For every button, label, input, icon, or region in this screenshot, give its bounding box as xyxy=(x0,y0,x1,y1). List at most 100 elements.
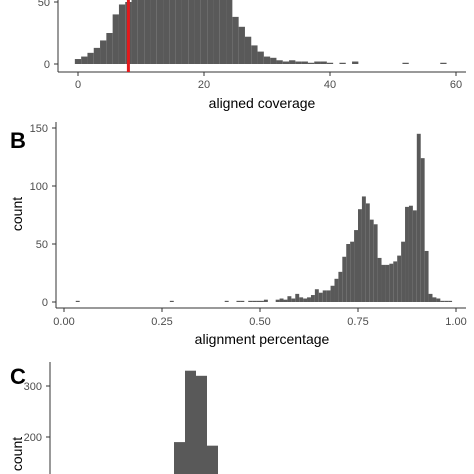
histogram-bar xyxy=(100,40,107,64)
panel-b-label: B xyxy=(10,128,26,153)
panel-c-y-axis-title: count xyxy=(9,437,25,471)
histogram-bar xyxy=(428,293,433,302)
histogram-bar xyxy=(207,445,218,474)
histogram-bar xyxy=(338,271,343,302)
histogram-bar xyxy=(381,264,386,302)
histogram-bar xyxy=(314,61,321,64)
histogram-bar xyxy=(389,263,394,302)
panel-b-y-ticks: 150 100 50 0 xyxy=(30,123,56,309)
x-tick-label: 40 xyxy=(324,79,336,91)
y-tick-label: 200 xyxy=(24,432,42,444)
histogram-bar xyxy=(303,298,308,302)
histogram-bar xyxy=(408,205,413,302)
y-tick-label: 50 xyxy=(36,239,48,251)
panel-b-y-axis-title: count xyxy=(9,197,25,231)
histogram-bar xyxy=(354,230,358,302)
y-tick-label: 300 xyxy=(24,381,42,393)
histogram-bar xyxy=(194,0,201,64)
histogram-bar xyxy=(346,244,351,302)
histogram-bar xyxy=(226,0,233,64)
x-tick-label: 1.00 xyxy=(445,316,466,328)
histogram-bar xyxy=(369,219,374,302)
histogram-bar xyxy=(196,375,207,474)
histogram-bar xyxy=(118,4,126,65)
histogram-bar xyxy=(270,57,277,64)
histogram-bar xyxy=(244,36,252,64)
histogram-bar xyxy=(175,0,182,64)
histogram-bar xyxy=(326,290,331,302)
histogram-bar xyxy=(224,300,229,302)
y-tick-label: 100 xyxy=(30,181,48,193)
histogram-bar xyxy=(81,56,88,64)
panel-b-x-ticks: 0.00 0.25 0.50 0.75 1.00 xyxy=(53,308,467,328)
panel-b-x-axis-title: alignment percentage xyxy=(195,331,330,347)
histogram-bar xyxy=(295,61,302,64)
histogram-bar xyxy=(74,59,82,64)
histogram-bar xyxy=(405,206,409,302)
histogram-bar xyxy=(358,209,362,302)
histogram-bar xyxy=(275,299,280,302)
x-tick-label: 0.50 xyxy=(249,316,270,328)
histogram-bar xyxy=(307,62,315,64)
histogram-bar xyxy=(283,299,288,302)
histogram-bar xyxy=(440,62,447,64)
histogram-bar xyxy=(263,56,271,64)
histogram-bar xyxy=(412,210,417,302)
histogram-bar xyxy=(287,296,292,302)
histogram-bar xyxy=(112,14,119,64)
histogram-bar xyxy=(200,0,208,64)
histogram-bar xyxy=(342,256,347,302)
panel-c-label: C xyxy=(10,364,26,389)
histogram-bar xyxy=(213,0,220,64)
x-tick-label: 0.00 xyxy=(53,316,74,328)
histogram-bar xyxy=(163,0,170,64)
histogram-bar xyxy=(320,61,327,64)
histogram-bar xyxy=(295,293,300,302)
histogram-bar xyxy=(361,196,366,302)
panel-a-bars xyxy=(74,0,447,65)
histogram-bar xyxy=(185,370,196,474)
y-tick-label: 50 xyxy=(38,0,50,9)
panel-c-histogram: C count 300 200 xyxy=(9,362,218,474)
histogram-bar xyxy=(236,300,241,302)
x-tick-label: 0 xyxy=(75,79,81,91)
histogram-bar xyxy=(440,300,445,302)
histogram-bar xyxy=(219,0,227,64)
panel-a-y-ticks: 50 0 xyxy=(38,0,58,71)
histogram-bar xyxy=(393,261,398,302)
histogram-bar xyxy=(416,133,421,302)
histogram-bar xyxy=(252,300,257,302)
histogram-bar xyxy=(424,250,429,302)
histogram-bar xyxy=(137,0,145,64)
panel-b-histogram: B count 150 100 50 0 0.00 0.25 0.50 0.75… xyxy=(9,122,467,347)
histogram-bar xyxy=(181,0,189,64)
histogram-bar xyxy=(385,264,390,302)
histogram-bar xyxy=(174,442,185,474)
histogram-bar xyxy=(188,0,195,64)
panel-c-bars xyxy=(174,370,218,474)
histogram-bar xyxy=(75,300,80,302)
x-tick-label: 0.75 xyxy=(347,316,368,328)
histogram-bar xyxy=(144,0,151,64)
histogram-bar xyxy=(169,300,174,302)
histogram-bar xyxy=(436,298,441,302)
histogram-bar xyxy=(257,51,264,64)
histogram-bar xyxy=(289,60,296,64)
x-tick-label: 0.25 xyxy=(151,316,172,328)
histogram-bar xyxy=(420,158,425,302)
histogram-bar xyxy=(251,45,258,64)
histogram-bar xyxy=(232,16,239,65)
panel-a-x-axis-title: aligned coverage xyxy=(209,95,316,111)
histogram-bar xyxy=(263,299,268,302)
histogram-bar xyxy=(238,26,245,64)
histogram-bar xyxy=(150,0,157,64)
histogram-bar xyxy=(350,241,355,302)
histogram-bar xyxy=(310,295,315,302)
histogram-bar xyxy=(260,300,264,302)
histogram-bar xyxy=(248,300,253,302)
histogram-bar xyxy=(279,298,284,302)
histogram-bar xyxy=(373,224,378,302)
histogram-bar xyxy=(432,297,437,302)
histogram-bar xyxy=(291,298,296,302)
